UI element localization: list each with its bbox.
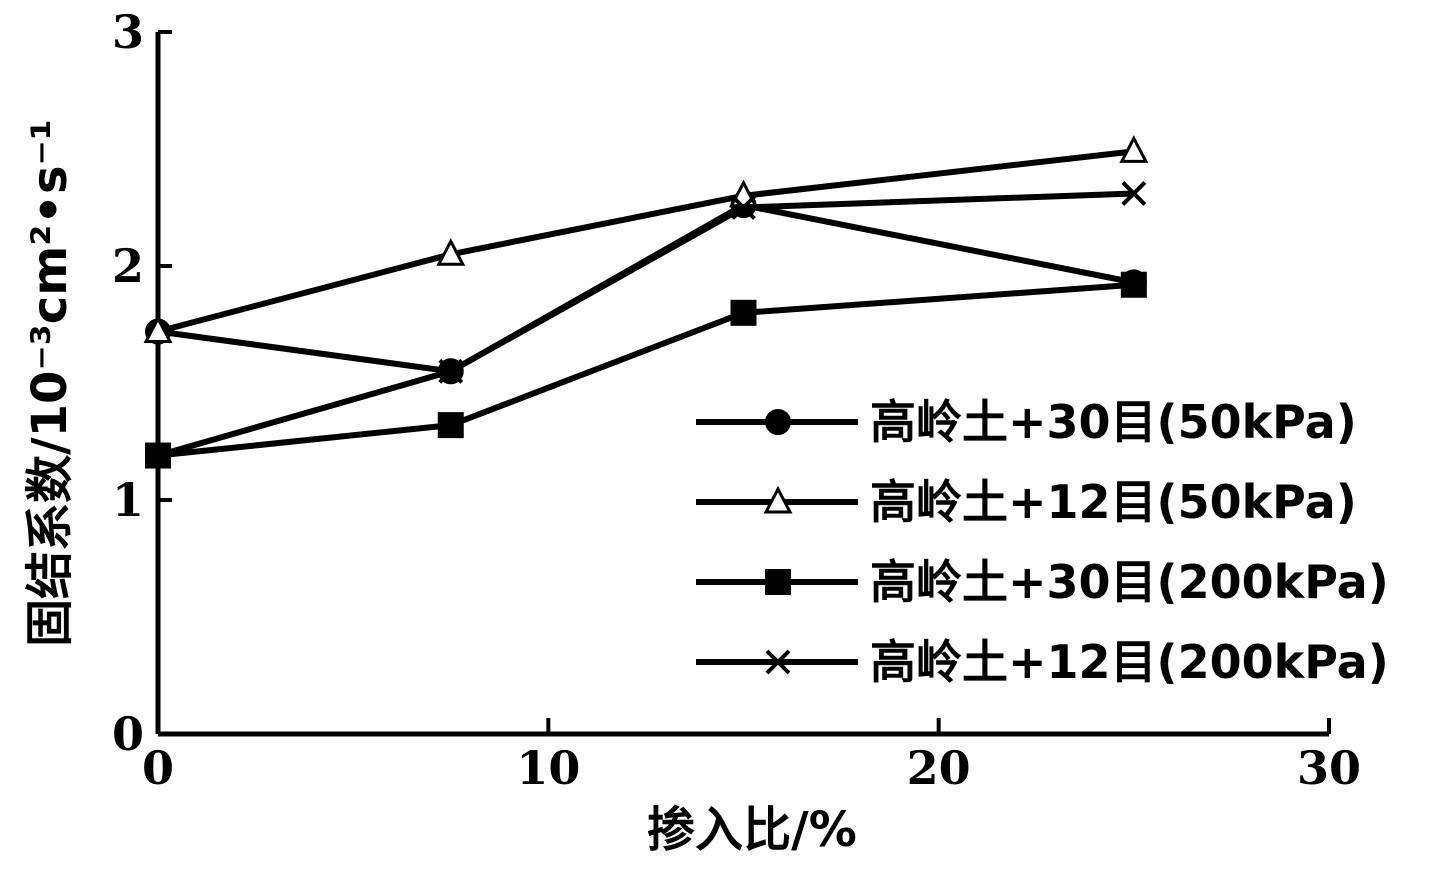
- x-tick-label: 10: [516, 741, 580, 795]
- data-point: [437, 412, 464, 439]
- data-point: [730, 299, 757, 326]
- series-line: [157, 148, 1135, 335]
- y-tick-label: 2: [112, 239, 144, 293]
- data-point: [438, 358, 464, 384]
- legend-item: 高岭土+12目(50kPa): [696, 475, 1357, 529]
- data-point: [1121, 181, 1147, 206]
- legend-label: 高岭土+12目(50kPa): [870, 475, 1357, 529]
- data-point: [143, 315, 173, 344]
- series-4: [145, 181, 1147, 468]
- x-tick-label: 30: [1297, 741, 1361, 795]
- plot-area: [143, 135, 1149, 469]
- series-3: [145, 271, 1147, 469]
- series-line: [157, 190, 1134, 459]
- legend-item: 高岭土+30目(50kPa): [696, 395, 1357, 449]
- x-axis-label: 掺入比/%: [647, 802, 857, 858]
- data-point: [1119, 135, 1149, 163]
- series-line: [157, 281, 1135, 459]
- legend-item: 高岭土+30目(200kPa): [696, 555, 1389, 609]
- series-1: [145, 192, 1147, 385]
- legend-marker: [765, 649, 791, 675]
- y-tick-label: 0: [112, 707, 144, 761]
- data-point: [145, 443, 171, 468]
- data-point: [436, 238, 466, 266]
- data-point: [1120, 271, 1147, 298]
- x-tick-label: 20: [907, 741, 971, 795]
- legend-label: 高岭土+30目(50kPa): [870, 395, 1357, 449]
- legend-label: 高岭土+30目(200kPa): [870, 555, 1389, 609]
- series-line: [157, 202, 1135, 375]
- series-2: [143, 135, 1149, 344]
- legend-marker: [763, 485, 793, 514]
- y-axis-label: 固结系数/10⁻³cm²•s⁻¹: [22, 119, 78, 647]
- legend: 高岭土+30目(50kPa) 高岭土+12目(50kPa) 高岭土+30目(200k…: [696, 395, 1389, 689]
- x-tick-label: 0: [142, 741, 174, 795]
- legend-marker: [765, 569, 791, 595]
- legend-label: 高岭土+12目(200kPa): [870, 635, 1389, 689]
- legend-item: 高岭土+12目(200kPa): [696, 635, 1389, 689]
- data-point: [731, 195, 756, 220]
- y-tick-label: 3: [112, 5, 144, 59]
- y-tick-label: 1: [112, 473, 144, 527]
- legend-marker: [765, 409, 791, 435]
